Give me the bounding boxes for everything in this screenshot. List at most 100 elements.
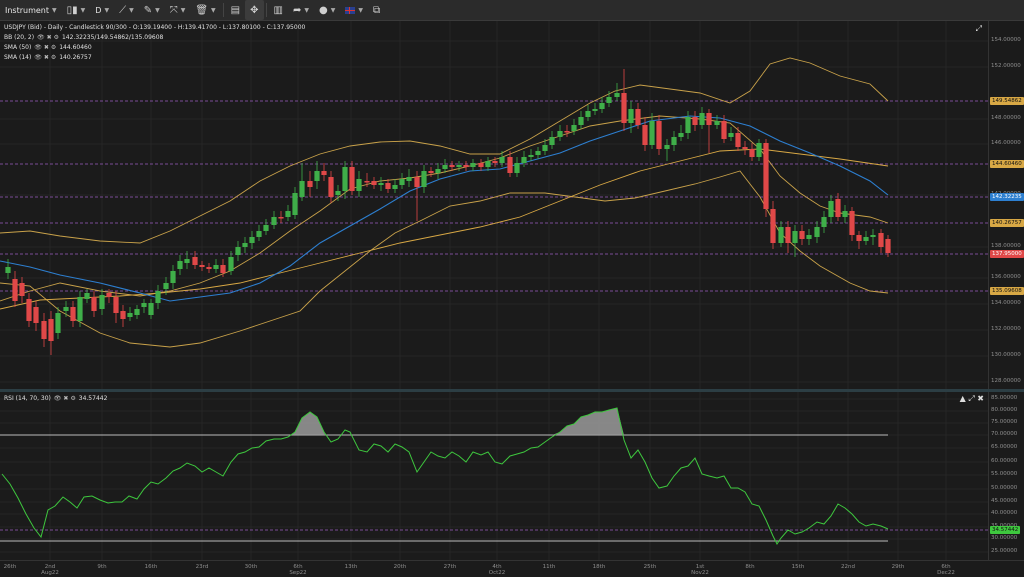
bollinger-middle-line <box>0 115 889 302</box>
layout-button[interactable]: ▤ <box>226 0 245 20</box>
candlestick <box>134 305 140 319</box>
chevron-down-icon: ▼ <box>211 6 216 14</box>
candlestick <box>399 173 405 189</box>
pane-divider[interactable] <box>0 389 1024 392</box>
candlestick <box>735 127 741 151</box>
candlestick <box>163 277 169 295</box>
settings-icon[interactable]: ⚙ <box>50 44 57 51</box>
chevron-down-icon: ▼ <box>80 6 86 14</box>
maximize-icon[interactable]: ⤢ <box>975 24 982 33</box>
price-tick-label: 146.00000 <box>991 140 1021 146</box>
candlestick <box>41 313 47 347</box>
measure-tools-dropdown[interactable]: ⤧ ▼ <box>165 0 191 20</box>
chevron-down-icon: ▼ <box>180 6 186 14</box>
price-level-tag: 149.54862 <box>990 97 1024 105</box>
rsi-tick-label: 50.00000 <box>991 485 1018 491</box>
close-icon[interactable]: ✖ <box>43 54 49 61</box>
theme-dropdown[interactable]: ● ▼ <box>314 0 340 20</box>
eye-icon[interactable]: 👁 <box>34 54 42 61</box>
candlestick <box>84 289 90 303</box>
candlestick <box>249 231 255 249</box>
candlestick <box>728 127 734 141</box>
settings-icon[interactable]: ⚙ <box>70 395 76 402</box>
close-icon[interactable]: ✖ <box>977 394 984 403</box>
price-tick-label: 148.00000 <box>991 115 1021 121</box>
settings-icon[interactable]: ⚙ <box>50 54 57 61</box>
price-level-tag: 144.60460 <box>990 160 1024 168</box>
candlestick <box>285 205 291 221</box>
sma50-value: 144.60460 <box>59 44 92 51</box>
timeframe-dropdown[interactable]: D ▼ <box>90 0 114 20</box>
candlestick <box>714 115 720 129</box>
candlestick <box>599 97 605 113</box>
sma14-value: 140.26757 <box>59 54 92 61</box>
time-axis-label: 18th <box>592 564 606 570</box>
uk-flag-icon <box>345 6 356 14</box>
time-axis-label: 4th Oct22 <box>488 564 506 576</box>
candlestick <box>806 229 812 245</box>
candlestick <box>485 157 491 171</box>
instrument-dropdown[interactable]: Instrument ▼ <box>0 0 62 20</box>
language-dropdown[interactable]: ▼ <box>340 0 368 20</box>
maximize-icon[interactable]: ⤢ <box>968 394 975 403</box>
rsi-canvas[interactable] <box>0 392 988 560</box>
close-icon[interactable]: ✖ <box>43 44 49 51</box>
candlestick <box>192 251 198 269</box>
candlestick <box>792 225 798 257</box>
price-chart-pane[interactable]: USDJPY (Bid) - Daily - Candlestick 90/30… <box>0 21 988 389</box>
time-axis-label: 6th Dec22 <box>937 564 955 576</box>
chart-type-dropdown[interactable]: ▯▮ ▼ <box>62 0 91 20</box>
settings-icon[interactable]: ⚙ <box>53 34 60 41</box>
candlestick <box>356 171 362 197</box>
eye-icon[interactable]: 👁 <box>53 395 62 402</box>
rsi-overbought-fill <box>549 408 624 435</box>
price-chart-canvas[interactable] <box>0 21 988 389</box>
candlestick <box>770 201 776 249</box>
time-axis[interactable]: 26th 2nd Aug22 9th 16th 23rd 30th 6th Sep22 13th 2… <box>0 560 1024 577</box>
price-level-tag: 137.95000 <box>990 250 1024 258</box>
indicators-button[interactable]: ▥ <box>269 0 288 20</box>
close-icon[interactable]: ✖ <box>46 34 52 41</box>
candlestick <box>514 157 520 177</box>
time-axis-label: 9th <box>97 564 107 570</box>
candlestick <box>5 259 11 279</box>
candlestick <box>706 109 712 153</box>
candlestick <box>392 179 398 193</box>
eye-icon[interactable]: 👁 <box>34 44 42 51</box>
price-axis[interactable]: 154.00000 152.00000 148.00000 146.00000 142.… <box>988 21 1024 389</box>
instrument-label: Instrument <box>5 5 50 15</box>
move-up-icon[interactable]: ▲ <box>959 394 966 403</box>
toolbar: Instrument ▼ ▯▮ ▼ D ▼ ⟋ ▼ ✎ ▼ ⤧ ▼ 🗑 ▼ ▤ ✥ ▥ ➦ ▼ … <box>0 0 1024 21</box>
rsi-pane[interactable]: RSI (14, 70, 30) 👁 ✖ ⚙ 34.57442 ▲ ⤢ ✖ <box>0 392 988 560</box>
rsi-tick-label: 60.00000 <box>991 458 1018 464</box>
candlestick <box>120 305 126 327</box>
candlestick-icon: ▯▮ <box>66 4 78 16</box>
candlestick <box>499 151 505 167</box>
candlestick <box>271 211 277 229</box>
candlestick <box>478 159 484 171</box>
eye-icon[interactable]: 👁 <box>37 34 45 41</box>
popout-button[interactable]: ⧉ <box>368 0 385 20</box>
line-tools-dropdown[interactable]: ⟋ ▼ <box>114 0 139 20</box>
rsi-pane-controls: ▲ ⤢ ✖ <box>960 394 984 404</box>
candlestick <box>378 177 384 191</box>
rsi-tick-label: 25.00000 <box>991 548 1018 554</box>
candlestick <box>155 285 161 309</box>
delete-tools-dropdown[interactable]: 🗑 ▼ <box>190 0 220 20</box>
chevron-down-icon: ▼ <box>104 6 110 14</box>
candlestick <box>263 219 269 235</box>
crosshair-button[interactable]: ✥ <box>245 0 264 20</box>
time-axis-label: 11th <box>542 564 556 570</box>
time-axis-label: 26th <box>3 564 17 570</box>
candlestick <box>256 225 262 241</box>
time-axis-label: 30th <box>244 564 258 570</box>
share-dropdown[interactable]: ➦ ▼ <box>288 0 314 20</box>
candlestick <box>292 187 298 219</box>
close-icon[interactable]: ✖ <box>63 395 69 402</box>
popout-window-icon: ⧉ <box>372 4 381 16</box>
bollinger-lower-line <box>0 170 889 348</box>
sma14-label: SMA (14) <box>4 54 32 61</box>
drawing-tools-dropdown[interactable]: ✎ ▼ <box>139 0 165 20</box>
sma50-line <box>0 148 889 310</box>
rsi-axis[interactable]: 85.00000 80.00000 75.00000 70.00000 65.00000… <box>988 392 1024 560</box>
